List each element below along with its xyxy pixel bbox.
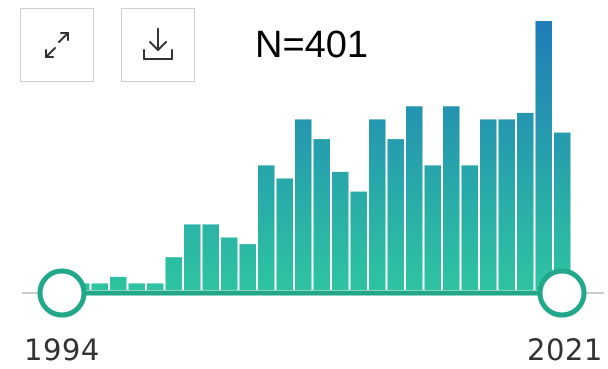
bar-2007 (313, 139, 330, 290)
bar-2020 (554, 132, 571, 290)
bar-2002 (221, 237, 238, 290)
bar-2014 (443, 106, 460, 290)
bar-2018 (517, 112, 534, 291)
range-start-label: 1994 (24, 333, 100, 367)
bar-2006 (295, 119, 312, 291)
bar-1995 (91, 283, 108, 290)
bar-2017 (498, 119, 515, 291)
bar-2010 (369, 119, 386, 291)
bar-2005 (276, 178, 293, 290)
bar-2001 (202, 224, 219, 290)
bar-1999 (165, 257, 182, 290)
download-button[interactable] (121, 8, 195, 82)
bar-2019 (535, 21, 552, 290)
range-end-label: 2021 (527, 333, 603, 367)
count-label: N=401 (255, 24, 369, 66)
bar-1997 (128, 283, 145, 290)
bar-2009 (350, 191, 367, 290)
bar-2013 (424, 165, 441, 290)
download-icon (143, 28, 173, 60)
range-start-handle[interactable] (37, 268, 87, 318)
bar-2012 (406, 106, 423, 290)
bar-2015 (461, 165, 478, 290)
bar-2000 (184, 224, 201, 290)
bar-2004 (258, 165, 275, 290)
bar-1998 (147, 283, 164, 290)
bar-1996 (110, 276, 127, 290)
expand-arrows-icon (45, 32, 69, 58)
bar-2016 (480, 119, 497, 291)
bar-2008 (332, 171, 349, 290)
bar-2011 (387, 139, 404, 290)
expand-button[interactable] (20, 8, 94, 82)
range-end-handle[interactable] (537, 268, 587, 318)
bar-2003 (239, 244, 256, 290)
